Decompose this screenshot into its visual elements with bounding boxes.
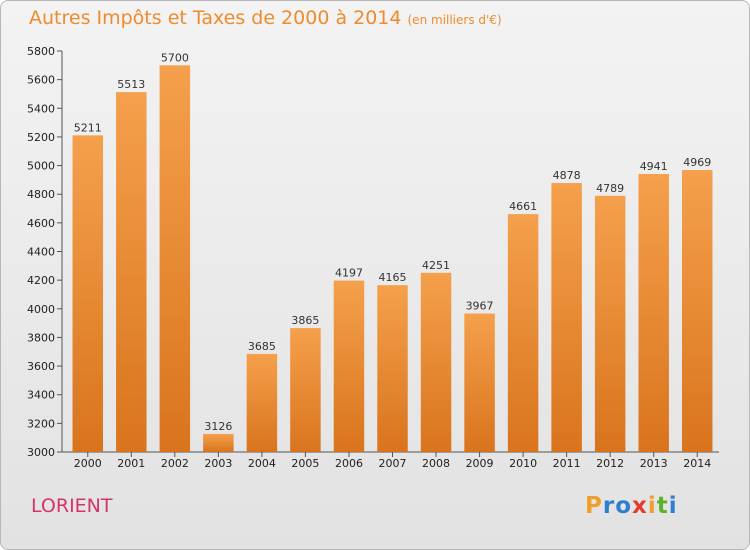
chart-unit-label: (en milliers d'€)	[407, 13, 502, 27]
bar-value-label: 4661	[509, 200, 537, 213]
bar-value-label: 5700	[161, 51, 189, 64]
bar-value-label: 4878	[553, 169, 581, 182]
x-tick-label: 2013	[640, 457, 668, 470]
bar-value-label: 4251	[422, 259, 450, 272]
x-tick-label: 2008	[422, 457, 450, 470]
bar	[681, 170, 713, 452]
y-tick-label: 4200	[27, 274, 55, 287]
logo-letter: x	[632, 493, 648, 519]
bar-value-label: 3865	[291, 314, 319, 327]
logo-letter: P	[585, 493, 603, 519]
bar	[333, 280, 365, 452]
proxiti-logo: Proxiti	[585, 493, 678, 519]
bar	[377, 285, 408, 452]
x-tick-label: 2001	[117, 457, 145, 470]
bar-value-label: 3967	[466, 300, 494, 313]
bar	[203, 433, 234, 452]
x-tick-label: 2009	[466, 457, 494, 470]
logo-letter: r	[602, 493, 616, 519]
chart-heading: Autres Impôts et Taxes de 2000 à 2014 (en…	[29, 7, 502, 29]
bar	[116, 92, 147, 452]
x-tick-label: 2012	[596, 457, 624, 470]
x-tick-label: 2005	[291, 457, 319, 470]
y-tick-label: 5600	[27, 74, 55, 87]
x-tick-label: 2002	[161, 457, 189, 470]
y-tick-label: 5200	[27, 131, 55, 144]
location-label: LORIENT	[31, 495, 113, 517]
x-tick-label: 2004	[248, 457, 276, 470]
y-tick-label: 4600	[27, 217, 55, 230]
y-tick-label: 5400	[27, 102, 55, 115]
logo-letter: t	[656, 493, 669, 519]
bar-value-label: 3685	[248, 340, 276, 353]
y-tick-label: 4400	[27, 246, 55, 259]
bar-value-label: 4197	[335, 267, 363, 280]
bar-value-label: 4789	[596, 182, 624, 195]
y-tick-label: 3200	[27, 417, 55, 430]
bar	[638, 174, 669, 453]
y-tick-label: 4800	[27, 188, 55, 201]
y-tick-label: 4000	[27, 303, 55, 316]
x-tick-label: 2006	[335, 457, 363, 470]
bar	[72, 135, 104, 452]
bar	[290, 328, 321, 452]
y-tick-label: 5800	[27, 45, 55, 58]
x-tick-label: 2011	[553, 457, 581, 470]
bar	[159, 65, 191, 453]
x-tick-label: 2007	[379, 457, 407, 470]
bar-value-label: 4941	[640, 160, 668, 173]
y-tick-label: 5000	[27, 160, 55, 173]
x-tick-label: 2000	[74, 457, 102, 470]
x-tick-label: 2003	[204, 457, 232, 470]
bar	[420, 272, 452, 452]
bar	[594, 195, 626, 452]
bar-value-label: 5513	[117, 78, 145, 91]
chart-title: Autres Impôts et Taxes de 2000 à 2014	[29, 7, 402, 29]
bar	[246, 353, 278, 452]
y-tick-label: 3400	[27, 389, 55, 402]
x-tick-label: 2014	[683, 457, 711, 470]
bar	[551, 183, 582, 452]
bar-value-label: 5211	[74, 121, 102, 134]
x-tick-label: 2010	[509, 457, 537, 470]
logo-letter: o	[615, 493, 633, 519]
logo-letter: i	[647, 493, 657, 519]
logo-letter: i	[668, 493, 678, 519]
y-tick-label: 3800	[27, 331, 55, 344]
y-tick-label: 3600	[27, 360, 55, 373]
bar-value-label: 4165	[379, 271, 407, 284]
bar-value-label: 3126	[204, 420, 232, 433]
y-tick-label: 3000	[27, 446, 55, 459]
bar	[464, 313, 495, 452]
bar	[507, 214, 539, 452]
bar-value-label: 4969	[683, 156, 711, 169]
